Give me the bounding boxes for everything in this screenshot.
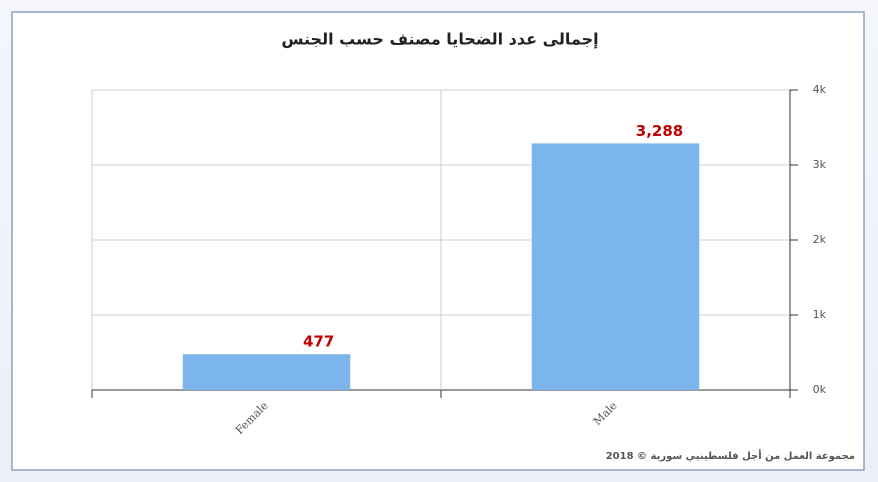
value-label: 477	[303, 333, 334, 351]
y-tick-label: 0k	[813, 383, 827, 396]
bar	[531, 143, 700, 390]
bar	[182, 354, 351, 390]
y-tick-label: 4k	[813, 83, 827, 96]
value-label: 3,288	[636, 122, 683, 140]
chart-title: إجمالى عدد الضحايا مصنف حسب الجنس	[281, 30, 598, 49]
chart-card	[11, 11, 865, 471]
y-tick-label: 2k	[813, 233, 827, 246]
credit: مجموعة العمل من أجل فلسطينيي سورية © 201…	[606, 449, 855, 462]
y-tick-label: 3k	[813, 158, 827, 171]
y-tick-label: 1k	[813, 308, 827, 321]
